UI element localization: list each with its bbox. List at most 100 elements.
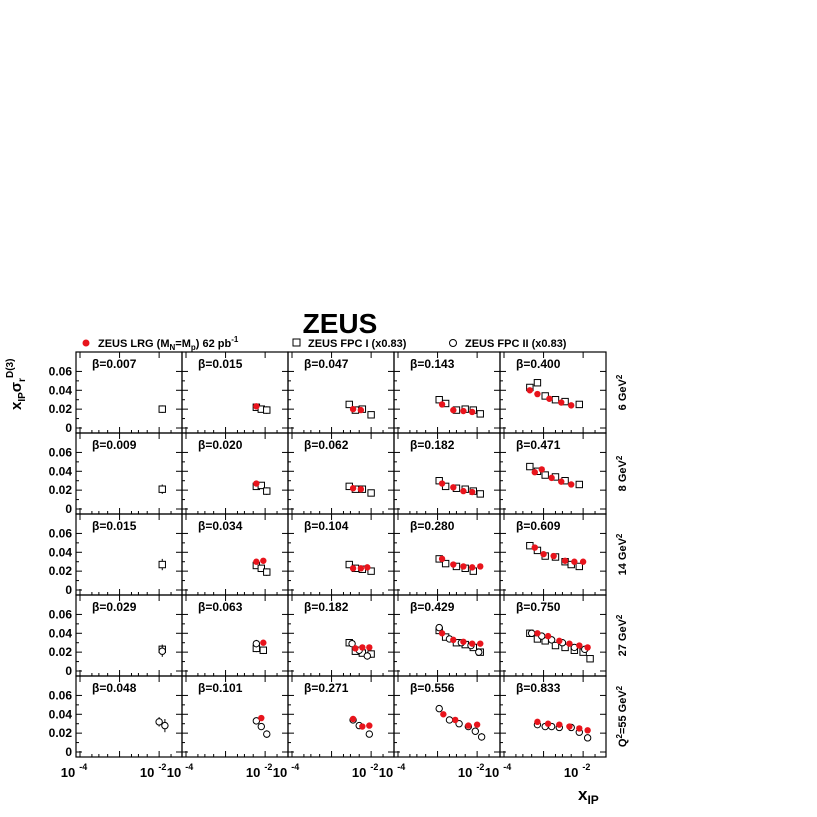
fpc2-point xyxy=(475,648,483,656)
fpc1-point xyxy=(367,489,375,497)
lrg-point xyxy=(258,714,265,722)
beta-label: β=0.271 xyxy=(304,681,349,695)
beta-label: β=0.047 xyxy=(304,357,349,371)
lrg-point xyxy=(253,403,260,410)
fpc1-point xyxy=(367,411,375,419)
fpc1-point xyxy=(586,655,594,663)
lrg-point xyxy=(460,487,467,495)
fpc1-point xyxy=(551,641,560,650)
lrg-point xyxy=(534,718,541,726)
lrg-point xyxy=(468,408,476,416)
panel-3-3: β=0.429 xyxy=(393,594,501,677)
panel-0-3: β=0.143 xyxy=(393,351,501,434)
y-tick-label: 0.04 xyxy=(49,464,73,478)
lrg-point xyxy=(253,480,260,487)
fpc1-point xyxy=(575,562,583,571)
lrg-point xyxy=(460,563,467,570)
x-tick-label: 10 -2 xyxy=(458,762,484,780)
panel-4-0: β=0.048 xyxy=(75,675,183,758)
panel-4-3: β=0.556 xyxy=(393,675,501,758)
y-tick-label: 0.04 xyxy=(49,626,73,640)
x-tick-label: 10 -2 xyxy=(564,762,590,780)
lrg-point xyxy=(540,550,547,558)
y-tick-label: 0 xyxy=(65,421,72,435)
y-tick-label: 0.04 xyxy=(49,383,73,397)
lrg-point xyxy=(526,387,534,394)
lrg-point xyxy=(460,638,467,645)
panel-0-1: β=0.015 xyxy=(181,351,289,434)
y-tick-label: 0.06 xyxy=(49,607,73,621)
beta-label: β=0.015 xyxy=(198,357,243,371)
y-tick-label: 0 xyxy=(65,583,72,597)
fpc1-point xyxy=(533,379,542,387)
fpc1-point xyxy=(257,564,265,573)
lrg-point xyxy=(556,721,563,728)
lrg-point xyxy=(352,645,359,652)
fpc2-point xyxy=(257,722,265,731)
y-tick-label: 0.06 xyxy=(49,526,73,540)
fpc2-point xyxy=(435,704,443,713)
y-tick-label: 0 xyxy=(65,502,72,516)
legend: ZEUS LRG (MN=Mp) 62 pb-1 ZEUS FPC I (x0.… xyxy=(82,335,567,352)
fpc1-point xyxy=(345,400,353,409)
beta-label: β=0.833 xyxy=(516,681,561,695)
y-tick-label: 0 xyxy=(65,745,72,759)
lrg-point xyxy=(571,558,578,565)
fpc1-point xyxy=(345,560,353,569)
panel-3-0: β=0.029 xyxy=(75,594,183,677)
beta-label: β=0.429 xyxy=(410,600,455,614)
lrg-point xyxy=(558,399,565,406)
panel-1-1: β=0.020 xyxy=(181,432,289,515)
lrg-point xyxy=(544,720,552,727)
lrg-point xyxy=(450,406,457,414)
panel-2-1: β=0.034 xyxy=(181,513,289,596)
lrg-point xyxy=(534,630,541,637)
fpc1-point xyxy=(158,485,166,493)
fpc1-point xyxy=(551,396,560,404)
fpc1-point xyxy=(435,396,443,404)
lrg-point xyxy=(349,405,357,413)
fpc1-point xyxy=(263,568,271,576)
y-tick-label: 0.02 xyxy=(49,645,73,659)
x-tick-label: 10 -2 xyxy=(352,762,378,780)
beta-label: β=0.007 xyxy=(92,357,137,371)
fpc1-point xyxy=(476,490,484,498)
y-tick-label: 0.04 xyxy=(49,545,73,559)
panel-1-4: β=0.471 xyxy=(499,432,607,515)
lrg-point xyxy=(349,565,357,572)
beta-label: β=0.182 xyxy=(410,438,455,452)
fpc2-point xyxy=(252,717,261,725)
fpc1-point xyxy=(259,646,268,654)
beta-label: β=0.280 xyxy=(410,519,455,533)
y-tick-label: 0.02 xyxy=(49,402,73,416)
lrg-point xyxy=(558,478,565,485)
y-tick-label: 0.06 xyxy=(49,364,73,378)
fpc1-point xyxy=(158,560,166,569)
lrg-point xyxy=(566,723,573,730)
fpc2-point xyxy=(161,721,169,730)
beta-label: β=0.143 xyxy=(410,357,455,371)
beta-label: β=0.009 xyxy=(92,438,137,452)
lrg-point xyxy=(566,640,573,647)
beta-label: β=0.182 xyxy=(304,600,349,614)
lrg-point xyxy=(546,395,553,402)
lrg-point xyxy=(473,721,481,728)
panel-0-4: β=0.400 xyxy=(499,351,607,434)
panel-3-2: β=0.182 xyxy=(287,594,395,677)
lrg-point xyxy=(450,561,457,568)
lrg-point xyxy=(349,485,357,492)
fpc2-point xyxy=(445,716,454,724)
fpc2-point xyxy=(263,730,271,738)
lrg-point xyxy=(584,644,591,651)
fpc2-point xyxy=(252,639,261,648)
lrg-point xyxy=(260,639,267,646)
beta-label: β=0.400 xyxy=(516,357,561,371)
lrg-point xyxy=(534,390,541,398)
panel-1-3: β=0.182 xyxy=(393,432,501,515)
lrg-point xyxy=(568,402,575,409)
fpc2-point xyxy=(155,718,163,726)
lrg-point xyxy=(357,486,365,493)
beta-label: β=0.015 xyxy=(92,519,137,533)
lrg-point xyxy=(576,642,583,649)
beta-label: β=0.048 xyxy=(92,681,137,695)
